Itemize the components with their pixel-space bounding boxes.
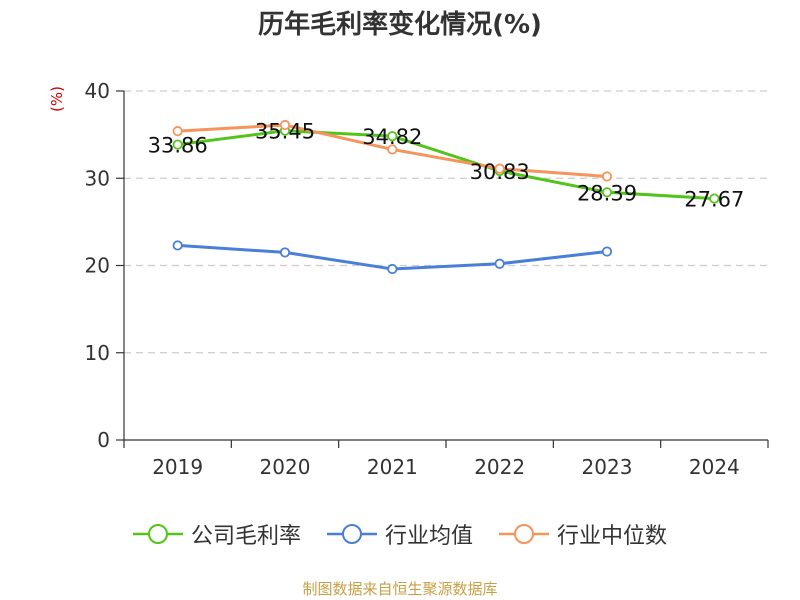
legend-swatch-icon — [499, 524, 549, 544]
legend-swatch-circle — [147, 524, 168, 544]
y-tick-label-40: 40 — [85, 79, 110, 103]
data-label-2022: 30.83 — [470, 160, 530, 184]
x-tick-label-2020: 2020 — [260, 455, 311, 479]
y-tick-label-20: 20 — [85, 254, 110, 278]
data-point-0-4 — [601, 187, 613, 198]
data-point-2-0 — [172, 126, 183, 137]
legend-label: 行业中位数 — [557, 524, 668, 549]
legend-item-1[interactable]: 行业均值 — [326, 518, 473, 550]
grid-lines — [124, 90, 768, 354]
axes: 0 10 20 30 40 2019 2020 2021 2022 2023 2024 — [85, 79, 769, 479]
y-tick-label-30: 30 — [85, 166, 110, 190]
data-point-1-0 — [172, 240, 183, 251]
data-label-2024: 27.67 — [684, 188, 744, 212]
x-tick-label-2021: 2021 — [367, 455, 418, 479]
y-tick-label-10: 10 — [85, 341, 110, 365]
data-label-2020: 35.45 — [255, 120, 315, 144]
x-tick-label-2019: 2019 — [152, 455, 203, 479]
data-label-2019: 33.86 — [148, 134, 208, 158]
legend-label: 行业均值 — [384, 524, 473, 549]
legend-swatch-circle — [341, 524, 362, 544]
source-note: 制图数据来自恒生聚源数据库 — [302, 580, 498, 598]
x-tick-label-2022: 2022 — [474, 455, 525, 479]
y-tick-label-0: 0 — [97, 428, 110, 452]
x-tick-label-2024: 2024 — [689, 455, 740, 479]
data-point-1-3 — [494, 258, 505, 269]
series-line-0 — [177, 129, 715, 201]
legend-swatch-circle — [514, 524, 534, 544]
legend-label: 公司毛利率 — [190, 524, 301, 549]
data-point-2-3 — [494, 163, 505, 174]
data-labels: 33.86 35.45 34.82 30.83 28.39 27.67 — [148, 120, 745, 212]
series-lines — [172, 119, 720, 275]
chart-title: 历年毛利率变化情况(%) — [258, 10, 542, 40]
data-label-2021: 34.82 — [362, 125, 422, 149]
data-point-0-2 — [387, 131, 398, 142]
data-point-1-2 — [387, 263, 398, 275]
legend-item-0[interactable]: 公司毛利率 — [132, 518, 301, 550]
legend: 公司毛利率 行业均值 行业中位数 — [0, 518, 800, 550]
data-point-0-5 — [709, 193, 720, 204]
x-tick-label-2023: 2023 — [582, 455, 633, 479]
data-point-2-2 — [387, 144, 398, 155]
data-label-2023: 28.39 — [577, 181, 637, 205]
data-point-2-4 — [601, 171, 613, 182]
data-point-0-0 — [172, 139, 183, 150]
data-point-1-4 — [601, 246, 613, 257]
data-point-1-1 — [279, 247, 291, 258]
legend-item-2[interactable]: 行业中位数 — [499, 518, 667, 550]
data-point-2-1 — [279, 119, 291, 131]
legend-swatch-icon — [326, 524, 377, 544]
legend-swatch-icon — [132, 524, 183, 544]
